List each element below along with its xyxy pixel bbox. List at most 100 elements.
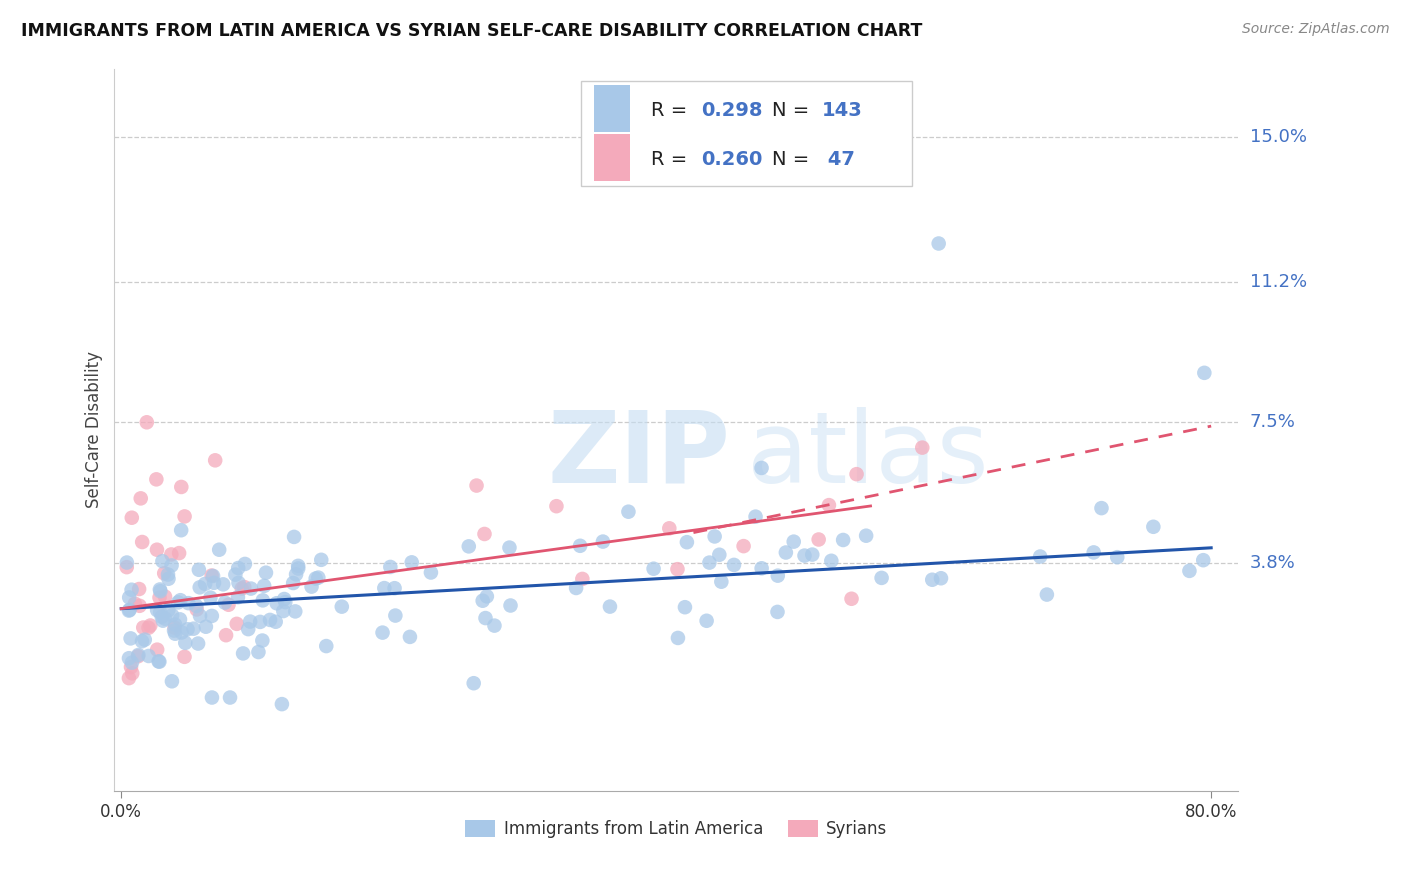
Point — [153, 612, 176, 626]
Text: 15.0%: 15.0% — [1250, 128, 1306, 146]
Point — [666, 562, 689, 576]
Point — [239, 582, 262, 596]
Point — [118, 671, 141, 685]
Point — [676, 535, 699, 549]
Point — [233, 580, 256, 594]
Point — [218, 598, 240, 612]
Point — [157, 603, 180, 617]
Point — [139, 618, 162, 632]
Point — [165, 617, 187, 632]
Point — [173, 649, 195, 664]
Point — [301, 580, 323, 594]
Point — [226, 590, 249, 604]
Point — [226, 561, 249, 575]
Point — [1178, 564, 1201, 578]
Point — [841, 591, 863, 606]
Point — [145, 472, 167, 486]
Point — [274, 595, 297, 609]
Point — [471, 593, 494, 607]
Point — [170, 523, 193, 537]
Point — [202, 569, 225, 583]
Point — [167, 595, 190, 609]
Text: Source: ZipAtlas.com: Source: ZipAtlas.com — [1241, 22, 1389, 37]
Point — [231, 582, 253, 596]
Point — [766, 568, 789, 582]
Point — [499, 599, 522, 613]
Point — [118, 604, 141, 618]
Point — [273, 604, 295, 618]
Point — [249, 615, 271, 629]
Point — [723, 558, 745, 572]
Point — [498, 541, 520, 555]
Point — [463, 676, 485, 690]
Point — [134, 632, 156, 647]
Point — [118, 591, 141, 605]
Point — [283, 530, 305, 544]
Point — [131, 535, 153, 549]
Point — [309, 553, 332, 567]
Point — [138, 621, 160, 635]
Point — [744, 509, 766, 524]
Point — [202, 575, 225, 590]
Point — [457, 540, 479, 554]
Point — [149, 584, 172, 599]
Point — [148, 654, 170, 668]
Point — [270, 697, 292, 711]
Point — [124, 597, 146, 611]
Point — [233, 557, 256, 571]
Point — [152, 554, 174, 568]
Point — [820, 554, 842, 568]
Point — [121, 656, 143, 670]
Text: N =: N = — [772, 150, 815, 169]
Point — [571, 572, 593, 586]
Point — [399, 630, 422, 644]
Point — [173, 509, 195, 524]
Point — [131, 634, 153, 648]
Point — [148, 655, 170, 669]
Point — [186, 602, 208, 616]
Point — [121, 666, 143, 681]
Point — [870, 571, 893, 585]
Point — [160, 674, 183, 689]
FancyBboxPatch shape — [595, 85, 630, 132]
Point — [696, 614, 718, 628]
Text: 0.298: 0.298 — [702, 101, 762, 120]
Text: IMMIGRANTS FROM LATIN AMERICA VS SYRIAN SELF-CARE DISABILITY CORRELATION CHART: IMMIGRANTS FROM LATIN AMERICA VS SYRIAN … — [21, 22, 922, 40]
Point — [152, 614, 174, 628]
Point — [1036, 588, 1059, 602]
Point — [330, 599, 353, 614]
Point — [169, 593, 191, 607]
Point — [200, 591, 222, 605]
Text: R =: R = — [651, 101, 693, 120]
Point — [238, 622, 260, 636]
Point — [818, 498, 841, 512]
Point — [807, 533, 830, 547]
Point — [176, 622, 198, 636]
Point — [617, 505, 640, 519]
Point — [129, 491, 152, 506]
Point — [254, 566, 277, 580]
Y-axis label: Self-Care Disability: Self-Care Disability — [86, 351, 103, 508]
Point — [183, 622, 205, 636]
Point — [1090, 501, 1112, 516]
Point — [150, 609, 173, 624]
Point — [285, 567, 308, 582]
Point — [284, 604, 307, 618]
Point — [194, 577, 217, 591]
Point — [187, 563, 209, 577]
Point — [709, 548, 731, 562]
Point — [156, 567, 179, 582]
Point — [546, 499, 568, 513]
Point — [287, 561, 309, 575]
Point — [127, 648, 149, 662]
Point — [666, 631, 689, 645]
Point — [170, 625, 193, 640]
Point — [170, 480, 193, 494]
Point — [1107, 550, 1129, 565]
Point — [169, 612, 191, 626]
Point — [252, 633, 274, 648]
Point — [305, 572, 328, 586]
Point — [703, 529, 725, 543]
Point — [832, 533, 855, 547]
Point — [204, 453, 226, 467]
